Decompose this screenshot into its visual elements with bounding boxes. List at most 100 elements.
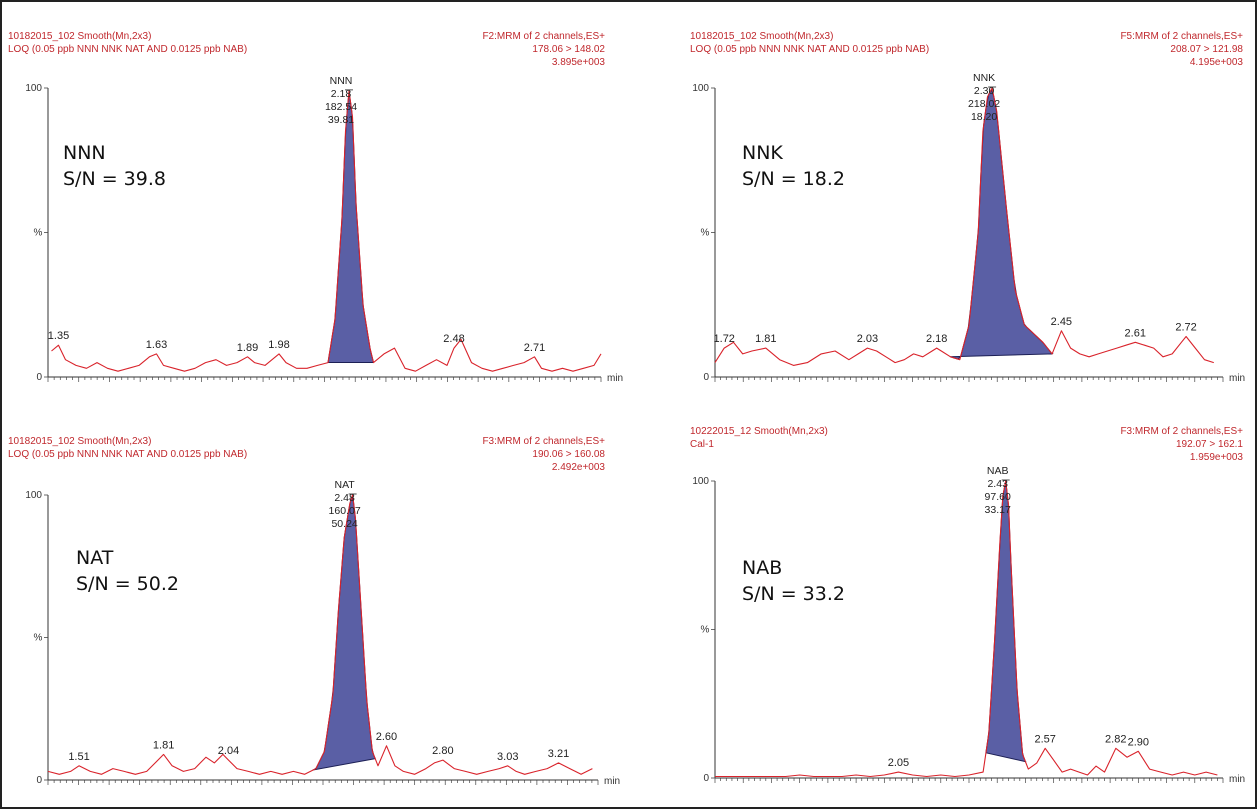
y-tick-label-bottom: 0 xyxy=(36,372,42,383)
x-axis-label: min xyxy=(604,776,620,787)
chromatogram-panel-nat: 10182015_102 Smooth(Mn,2x3) LOQ (0.05 ppb… xyxy=(8,435,620,805)
header-right-line: 192.07 > 162.1 xyxy=(1175,439,1243,450)
chromatogram-panel-nnk: 10182015_102 Smooth(Mn,2x3) LOQ (0.05 ppb… xyxy=(690,30,1245,400)
rt-label: 1.72 xyxy=(714,333,735,345)
rt-label: 2.05 xyxy=(888,757,909,769)
rt-label: 2.04 xyxy=(218,745,239,757)
sn-annotation: NNN S/N = 39.8 xyxy=(63,140,166,192)
header-left-line: LOQ (0.05 ppb NNN NNK NAT AND 0.0125 ppb… xyxy=(690,44,930,55)
peak-label: NAT xyxy=(334,479,355,491)
chromatogram-trace xyxy=(47,494,593,775)
header-left-line: LOQ (0.05 ppb NNN NNK NAT AND 0.0125 ppb… xyxy=(8,449,248,460)
header-right-line: 4.195e+003 xyxy=(1189,57,1243,68)
header-right-line: 190.06 > 160.08 xyxy=(532,449,605,460)
header-left-line: 10182015_102 Smooth(Mn,2x3) xyxy=(8,436,152,447)
header-right: F2:MRM of 2 channels,ES+ 178.06 > 148.02 3… xyxy=(482,30,605,69)
y-axis-label: % xyxy=(34,228,43,239)
peak-label: 33.17 xyxy=(985,504,1011,516)
rt-label: 1.51 xyxy=(68,751,89,763)
y-axis-label: % xyxy=(701,625,710,636)
rt-label: 2.48 xyxy=(443,333,464,345)
peak-label: 50.24 xyxy=(331,518,357,530)
y-tick-label-bottom: 0 xyxy=(36,775,42,786)
peak-label: 2.48 xyxy=(334,492,355,504)
peak-label: 39.81 xyxy=(328,114,354,126)
header-left-line: LOQ (0.05 ppb NNN NNK NAT AND 0.0125 ppb… xyxy=(8,44,248,55)
header-right-line: 1.959e+003 xyxy=(1189,452,1243,463)
peak-label: 218.02 xyxy=(968,98,1000,110)
peak-label: 2.43 xyxy=(987,478,1008,490)
rt-label: 2.45 xyxy=(1051,316,1072,328)
header-right-line: F3:MRM of 2 channels,ES+ xyxy=(1120,426,1243,437)
rt-label: 2.71 xyxy=(524,342,545,354)
rt-label: 2.60 xyxy=(376,731,397,743)
header-right-line: F5:MRM of 2 channels,ES+ xyxy=(1120,31,1243,42)
peak-label: 2.30 xyxy=(974,85,995,97)
rt-label: 1.35 xyxy=(48,330,69,342)
header-right: F5:MRM of 2 channels,ES+ 208.07 > 121.98 4… xyxy=(1120,30,1243,69)
y-tick-label-top: 100 xyxy=(25,83,42,94)
peak-label: 97.60 xyxy=(985,491,1011,503)
peak-label: NNK xyxy=(973,72,995,84)
y-tick-label-top: 100 xyxy=(692,476,709,487)
rt-label: 2.72 xyxy=(1175,322,1196,334)
header-right-line: 178.06 > 148.02 xyxy=(532,44,605,55)
peak-label: 160.07 xyxy=(329,505,361,517)
y-tick-label-bottom: 0 xyxy=(703,773,709,784)
signal-to-noise: S/N = 18.2 xyxy=(742,168,845,190)
header-right: F3:MRM of 2 channels,ES+ 192.07 > 162.1 1.… xyxy=(1120,425,1243,464)
analyte-name: NAT xyxy=(76,547,114,569)
peak-label: 18.20 xyxy=(971,111,997,123)
header-left: 10182015_102 Smooth(Mn,2x3) LOQ (0.05 ppb… xyxy=(8,435,247,461)
y-tick-label-bottom: 0 xyxy=(703,372,709,383)
header-right-line: F3:MRM of 2 channels,ES+ xyxy=(482,436,605,447)
rt-label: 2.57 xyxy=(1034,733,1055,745)
rt-label: 1.63 xyxy=(146,339,167,351)
rt-label: 2.90 xyxy=(1128,736,1149,748)
chromatogram-panel-nnn: 10182015_102 Smooth(Mn,2x3) LOQ (0.05 ppb… xyxy=(8,30,623,400)
peak-label: 2.18 xyxy=(331,88,352,100)
sn-annotation: NAT S/N = 50.2 xyxy=(76,545,179,597)
rt-label: 1.81 xyxy=(153,739,174,751)
header-left-line: 10222015_12 Smooth(Mn,2x3) xyxy=(690,426,828,437)
y-axis-label: % xyxy=(34,633,43,644)
header-left-line: Cal-1 xyxy=(690,439,714,450)
header-right: F3:MRM of 2 channels,ES+ 190.06 > 160.08 2… xyxy=(482,435,605,474)
header-right-line: 208.07 > 121.98 xyxy=(1170,44,1243,55)
signal-to-noise: S/N = 33.2 xyxy=(742,583,845,605)
integrated-peak xyxy=(949,88,1054,360)
rt-label: 2.82 xyxy=(1105,733,1126,745)
analyte-name: NNK xyxy=(742,142,783,164)
rt-label: 2.18 xyxy=(926,333,947,345)
x-axis-label: min xyxy=(607,373,623,384)
peak-label: NAB xyxy=(987,465,1009,477)
rt-label: 2.80 xyxy=(432,745,453,757)
chromatogram-trace xyxy=(715,480,1218,778)
y-axis-label: % xyxy=(701,228,710,239)
signal-to-noise: S/N = 39.8 xyxy=(63,168,166,190)
x-axis-label: min xyxy=(1229,774,1245,785)
chromatogram-panel-nab: 10222015_12 Smooth(Mn,2x3) Cal-1 F3:MRM of… xyxy=(690,425,1245,795)
header-left: 10182015_102 Smooth(Mn,2x3) LOQ (0.05 ppb… xyxy=(690,30,929,56)
chromatogram-trace xyxy=(51,90,602,372)
analyte-name: NNN xyxy=(63,142,106,164)
rt-label: 1.98 xyxy=(268,339,289,351)
header-left-line: 10182015_102 Smooth(Mn,2x3) xyxy=(8,31,152,42)
header-right-line: 3.895e+003 xyxy=(551,57,605,68)
header-left-line: 10182015_102 Smooth(Mn,2x3) xyxy=(690,31,834,42)
sn-annotation: NAB S/N = 33.2 xyxy=(742,555,845,607)
header-right-line: 2.492e+003 xyxy=(551,462,605,473)
analyte-name: NAB xyxy=(742,557,783,579)
rt-label: 1.81 xyxy=(755,333,776,345)
rt-label: 2.03 xyxy=(857,333,878,345)
chromatogram-trace xyxy=(714,87,1214,366)
rt-label: 3.21 xyxy=(548,748,569,760)
signal-to-noise: S/N = 50.2 xyxy=(76,573,179,595)
x-axis-label: min xyxy=(1229,373,1245,384)
rt-label: 3.03 xyxy=(497,751,518,763)
